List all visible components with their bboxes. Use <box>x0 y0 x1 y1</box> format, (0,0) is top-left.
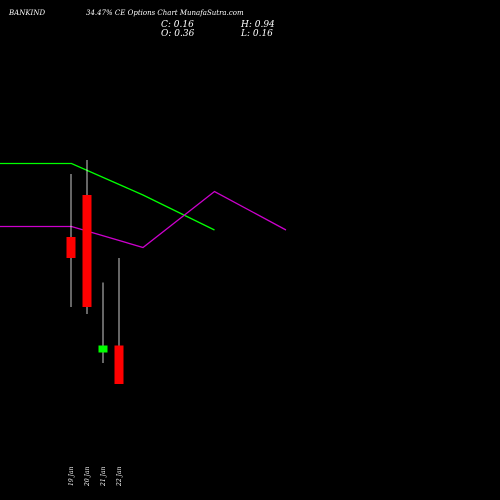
candles <box>66 160 124 384</box>
high-value: H: 0.94 <box>241 20 275 30</box>
x-tick-label: 20 Jan <box>84 466 91 487</box>
chart-subtitle: 34.47% CE Options Chart MunafaSutra.com <box>86 9 244 17</box>
candle-body-1 <box>66 237 76 258</box>
candle-body-2 <box>82 195 92 307</box>
x-axis-labels: 19 Jan 20 Jan 21 Jan 22 Jan <box>68 466 123 487</box>
low-value: L: 0.16 <box>241 29 273 39</box>
x-tick-label: 21 Jan <box>100 466 107 487</box>
indicator-line-1 <box>0 162 215 231</box>
indicator-line-2 <box>0 190 287 249</box>
close-value: C: 0.16 <box>161 20 194 30</box>
symbol-title: BANKIND <box>9 9 46 17</box>
indicator-lines <box>0 162 287 249</box>
candle-body-3 <box>98 345 108 353</box>
x-tick-label: 22 Jan <box>116 466 123 487</box>
open-value: O: 0.36 <box>161 29 195 39</box>
x-tick-label: 19 Jan <box>68 466 75 486</box>
candle-body-4 <box>114 345 124 384</box>
